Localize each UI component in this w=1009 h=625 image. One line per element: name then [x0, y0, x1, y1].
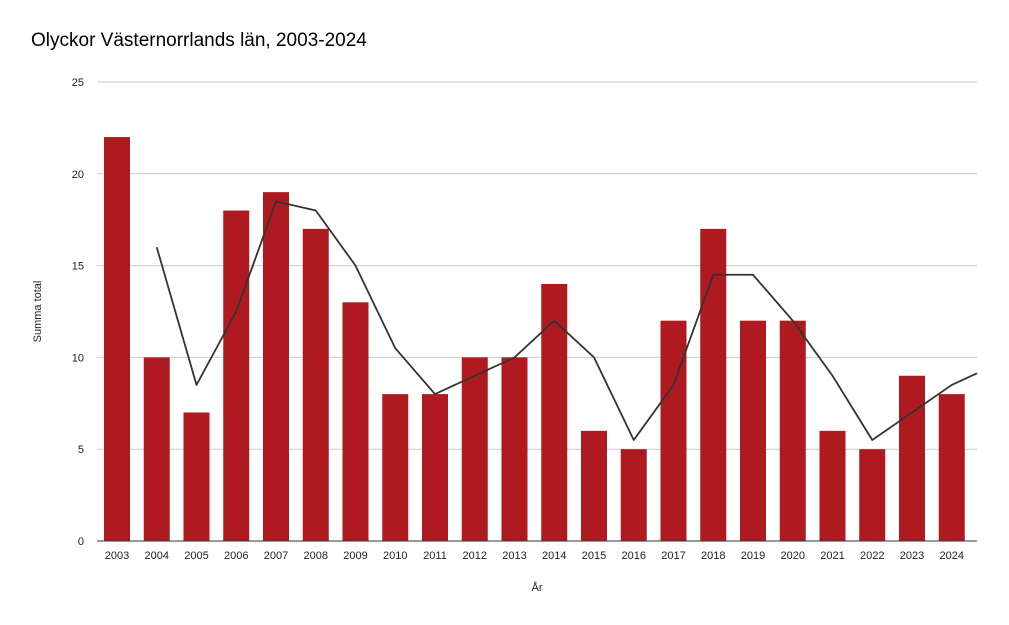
y-axis-label: Summa total — [32, 281, 44, 343]
chart-title: Olyckor Västernorrlands län, 2003-2024 — [31, 30, 367, 51]
x-tick-label: 2015 — [582, 550, 606, 562]
bar — [223, 210, 250, 541]
y-tick-label: 25 — [72, 77, 84, 89]
bar — [541, 283, 568, 541]
bar-series — [104, 137, 965, 541]
bar — [779, 320, 806, 541]
x-tick-label: 2004 — [145, 550, 169, 562]
bar — [302, 228, 329, 541]
bar — [740, 320, 766, 541]
bar — [581, 430, 607, 541]
x-tick-label: 2011 — [423, 550, 447, 562]
bar — [899, 375, 925, 541]
bar — [461, 357, 488, 541]
x-tick-label: 2019 — [741, 550, 765, 562]
bar — [700, 228, 727, 541]
y-tick-label: 20 — [72, 169, 84, 181]
bar — [620, 449, 647, 541]
x-tick-label: 2007 — [264, 550, 288, 562]
x-tick-label: 2021 — [820, 550, 844, 562]
bar — [660, 320, 687, 541]
bar — [859, 449, 886, 541]
x-tick-label: 2013 — [502, 550, 526, 562]
y-axis-ticks: 0 5 10 15 20 25 — [72, 77, 84, 548]
x-tick-label: 2016 — [622, 550, 646, 562]
x-tick-label: 2014 — [542, 550, 566, 562]
y-tick-label: 15 — [72, 261, 84, 273]
x-tick-label: 2023 — [900, 550, 924, 562]
trend-line-series — [155, 200, 978, 441]
bar — [819, 430, 846, 541]
trend-line — [155, 200, 978, 441]
bar — [342, 302, 369, 541]
x-tick-label: 2012 — [463, 550, 487, 562]
bar — [382, 394, 409, 541]
x-tick-label: 2024 — [940, 550, 964, 562]
x-tick-label: 2010 — [383, 550, 407, 562]
x-tick-label: 2003 — [105, 550, 129, 562]
bar — [263, 192, 289, 541]
x-tick-label: 2022 — [860, 550, 884, 562]
x-tick-label: 2018 — [701, 550, 725, 562]
x-tick-label: 2005 — [184, 550, 208, 562]
bar — [104, 137, 130, 541]
bar — [422, 394, 448, 541]
bar — [938, 394, 965, 541]
y-tick-label: 10 — [72, 352, 84, 364]
bar — [501, 357, 528, 541]
x-tick-label: 2006 — [224, 550, 248, 562]
x-tick-label: 2020 — [781, 550, 805, 562]
x-axis-label: År — [532, 581, 543, 594]
y-tick-label: 0 — [78, 536, 84, 548]
y-tick-label: 5 — [78, 444, 84, 456]
bar — [183, 412, 210, 541]
x-tick-label: 2017 — [661, 550, 685, 562]
x-tick-label: 2009 — [343, 550, 367, 562]
x-tick-label: 2008 — [304, 550, 328, 562]
bar — [143, 357, 170, 541]
x-axis-ticks: 2003 2004 2005 2006 2007 2008 2009 2010 2011 2012… — [105, 550, 964, 562]
